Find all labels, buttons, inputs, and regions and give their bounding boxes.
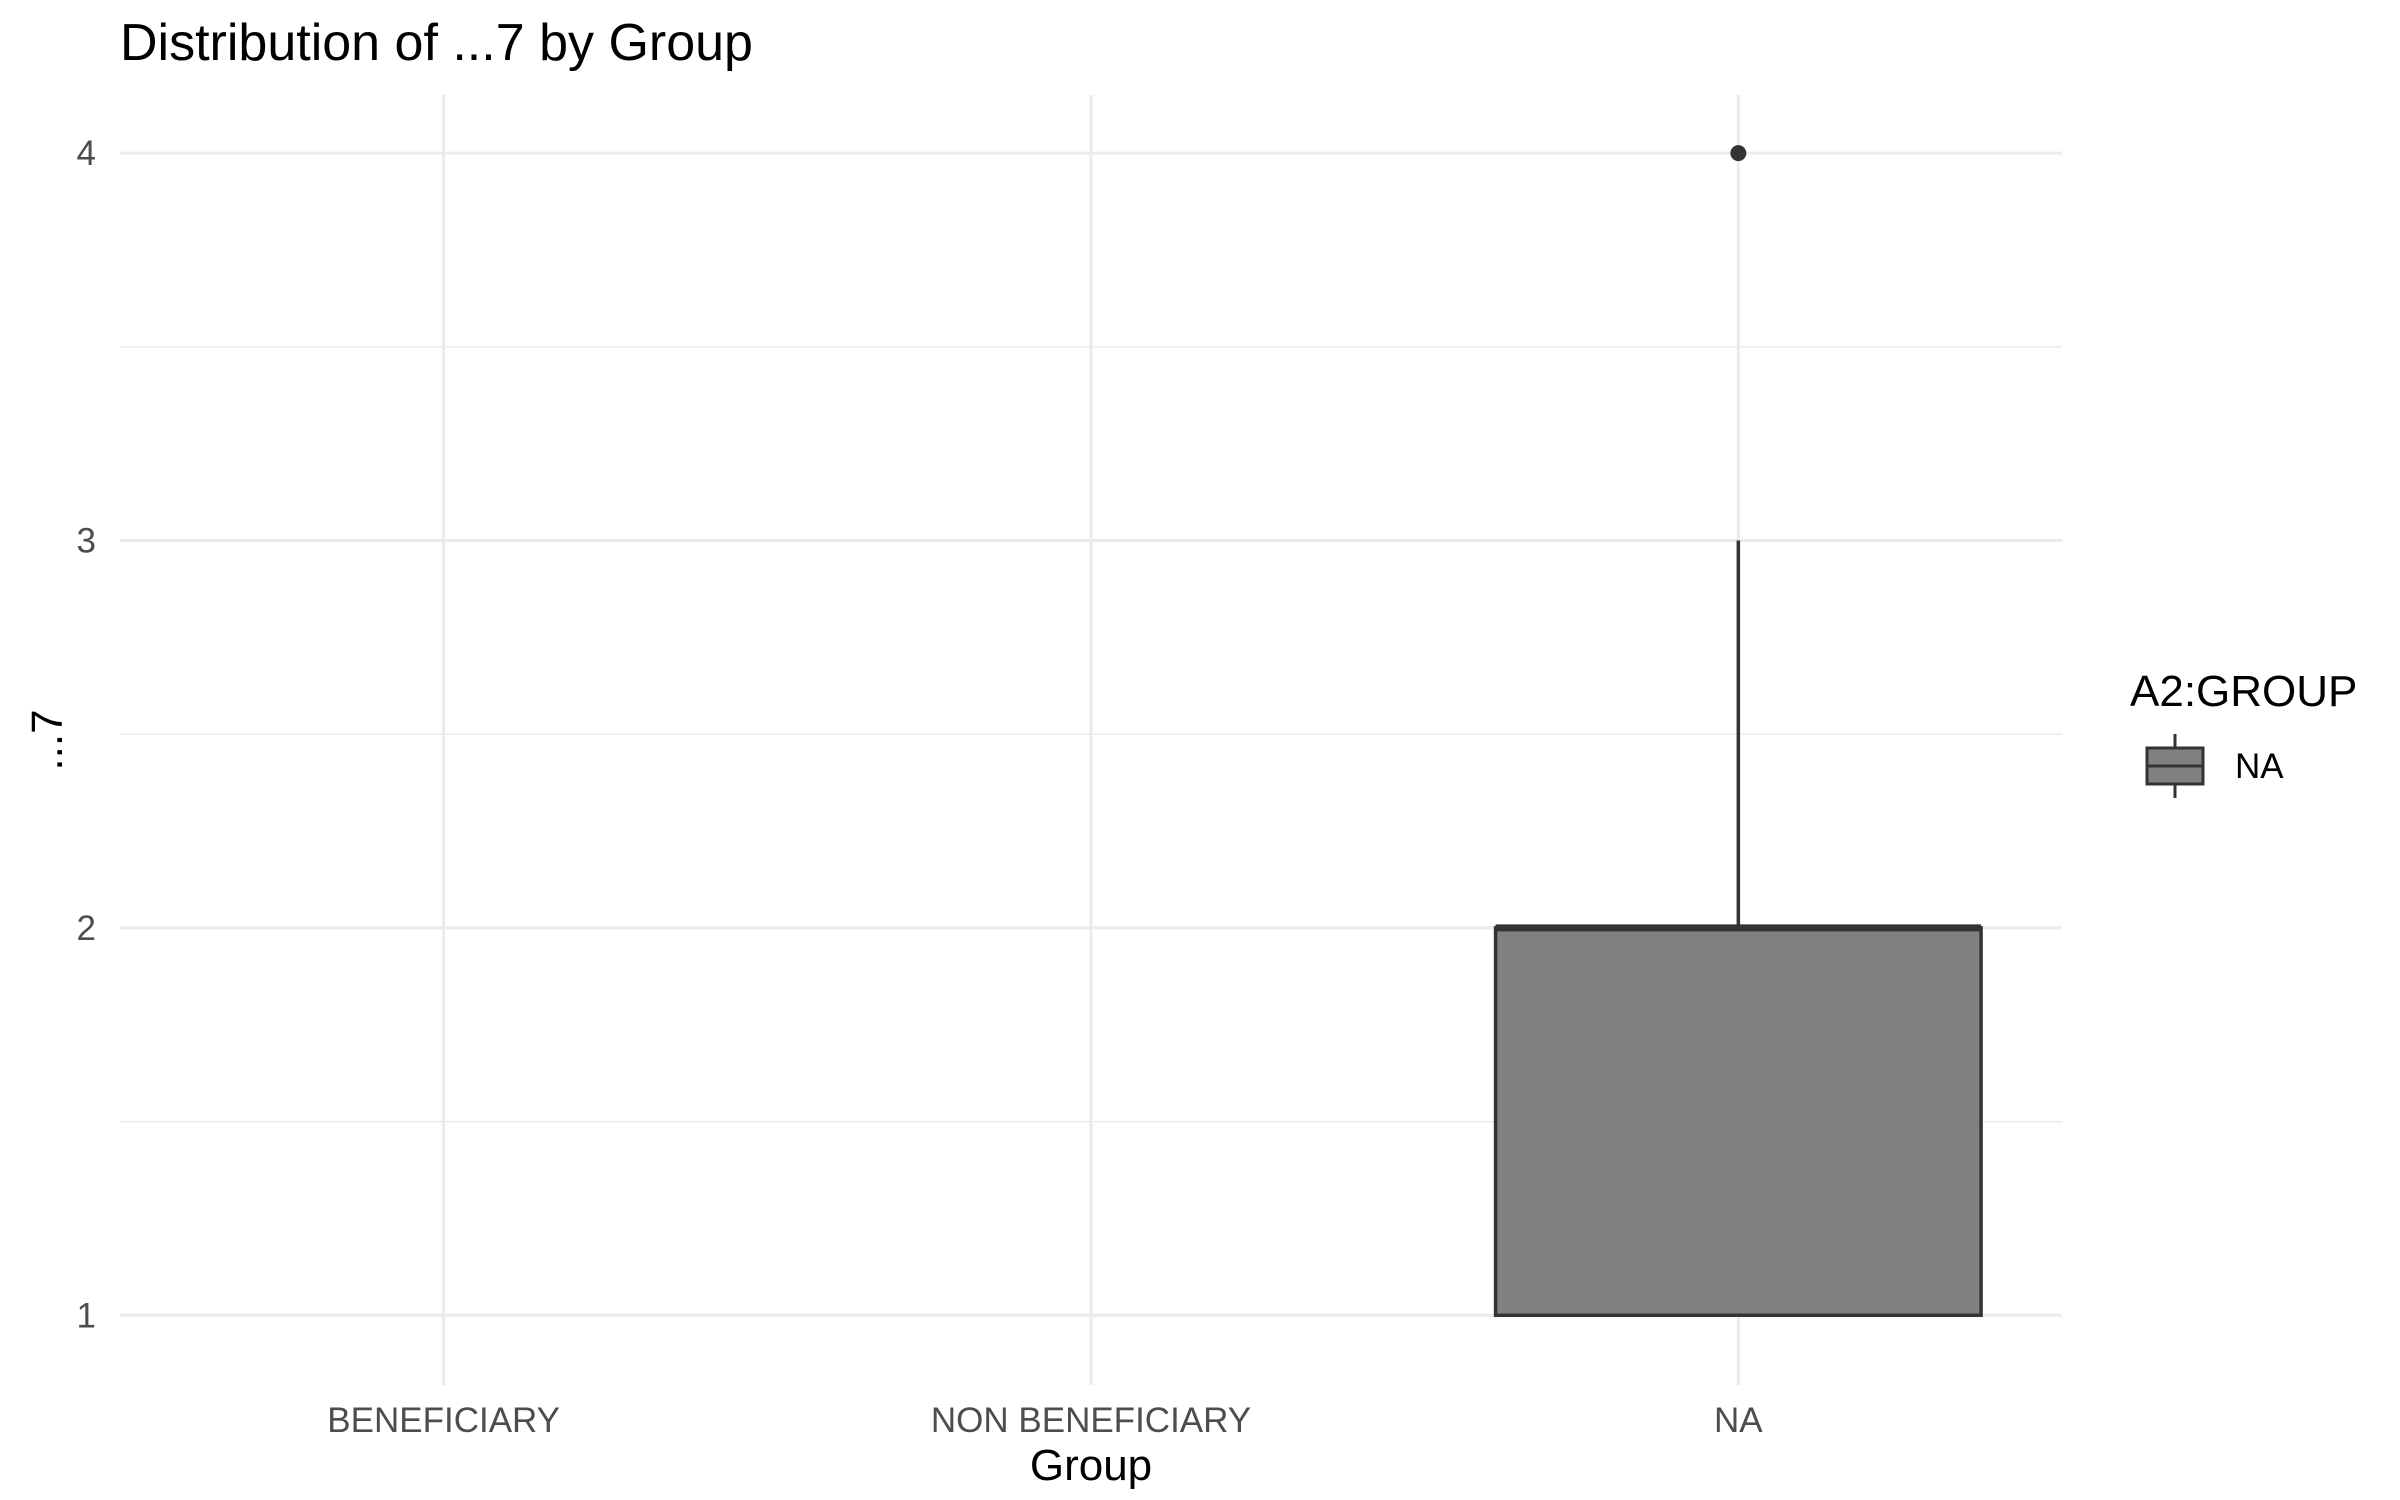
outlier-point <box>1730 145 1747 162</box>
chart-title: Distribution of ...7 by Group <box>120 14 753 72</box>
box-na <box>1493 145 1983 1318</box>
x-axis-title: Group <box>1030 1441 1152 1490</box>
legend-keys: NA <box>2145 734 2284 798</box>
iqr-box <box>1493 926 1983 1318</box>
x-tick-label: BENEFICIARY <box>327 1401 560 1440</box>
y-tick-label: 3 <box>77 521 96 560</box>
legend: A2:GROUP NA <box>2130 667 2357 798</box>
x-tick-label: NA <box>1714 1401 1763 1440</box>
y-tick-label: 4 <box>77 134 96 173</box>
x-tick-label: NON BENEFICIARY <box>931 1401 1251 1440</box>
y-tick-label: 2 <box>77 909 96 948</box>
axis-ticks: 1 2 3 4 BENEFICIARY NON BENEFICIARY NA <box>77 134 1764 1440</box>
legend-title: A2:GROUP <box>2130 667 2357 716</box>
y-tick-label: 1 <box>77 1296 96 1335</box>
y-axis-title: ...7 <box>23 709 72 770</box>
box-series <box>1493 145 1983 1318</box>
legend-label: NA <box>2235 747 2284 786</box>
